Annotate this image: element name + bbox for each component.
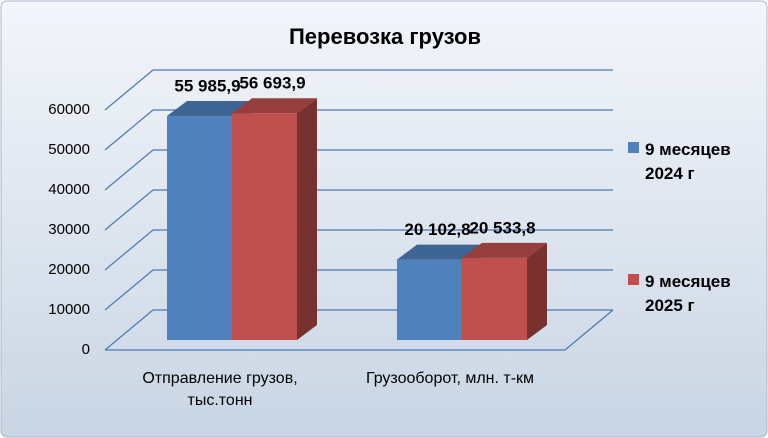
y-tick-label: 10000 [48, 301, 90, 318]
value-label: 20 533,8 [469, 218, 535, 237]
y-tick-label: 0 [82, 341, 90, 358]
bar-side [297, 98, 317, 341]
x-tick-label: Грузооборот, млн. т-км [365, 370, 535, 387]
value-label: 55 985,9 [174, 77, 240, 96]
bar-top [397, 244, 482, 260]
grid-line [104, 149, 613, 191]
x-tick-label: Отправление грузов, тыс.тонн [142, 370, 298, 409]
value-label: 20 102,8 [404, 220, 470, 239]
bar [167, 116, 232, 340]
y-tick-label: 20000 [48, 261, 90, 278]
bar-top [232, 98, 317, 114]
grid-line [104, 109, 613, 151]
bar [397, 259, 462, 340]
bar [232, 113, 297, 341]
grid-line [104, 69, 613, 111]
bar-top [167, 101, 252, 117]
y-tick-label: 30000 [48, 221, 90, 238]
grid-line [104, 229, 613, 271]
bar-top [462, 242, 547, 258]
bar [462, 257, 527, 340]
legend-label: 9 месяцев 2024 г [645, 140, 731, 183]
floor-edge [564, 309, 614, 351]
legend-swatch [628, 274, 639, 285]
legend-label: 9 месяцев 2025 г [645, 272, 731, 315]
y-tick-label: 50000 [48, 141, 90, 158]
value-label: 56 693,9 [239, 74, 305, 93]
legend-swatch [628, 142, 639, 153]
y-tick-label: 60000 [48, 101, 90, 118]
grid-line [104, 189, 613, 231]
chart-title: Перевозка грузов [289, 24, 481, 49]
bar-side [527, 242, 547, 340]
y-tick-label: 40000 [48, 181, 90, 198]
